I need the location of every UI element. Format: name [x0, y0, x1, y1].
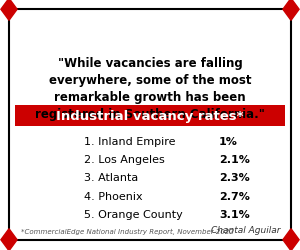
Polygon shape: [1, 229, 17, 250]
Text: 2.1%: 2.1%: [219, 154, 250, 164]
Text: 2.3%: 2.3%: [219, 172, 250, 182]
Polygon shape: [283, 0, 299, 21]
Text: 5. Orange County: 5. Orange County: [84, 209, 190, 219]
Text: Chantal Aguilar: Chantal Aguilar: [211, 225, 281, 234]
Text: 3. Atlanta: 3. Atlanta: [84, 172, 145, 182]
Polygon shape: [283, 229, 299, 250]
Polygon shape: [1, 0, 17, 21]
Text: *CommercialEdge National Industry Report, November 2022: *CommercialEdge National Industry Report…: [21, 228, 234, 234]
Text: 4. Phoenix: 4. Phoenix: [84, 191, 150, 201]
Text: 3.1%: 3.1%: [219, 209, 250, 219]
Text: 2.7%: 2.7%: [219, 191, 250, 201]
Bar: [15, 106, 285, 126]
Text: 1%: 1%: [219, 136, 238, 146]
Text: 1. Inland Empire: 1. Inland Empire: [84, 136, 182, 146]
Text: 2. Los Angeles: 2. Los Angeles: [84, 154, 172, 164]
Text: Industrial vacancy rates*: Industrial vacancy rates*: [56, 109, 244, 122]
Text: "While vacancies are falling
everywhere, some of the most
remarkable growth has : "While vacancies are falling everywhere,…: [35, 56, 265, 120]
